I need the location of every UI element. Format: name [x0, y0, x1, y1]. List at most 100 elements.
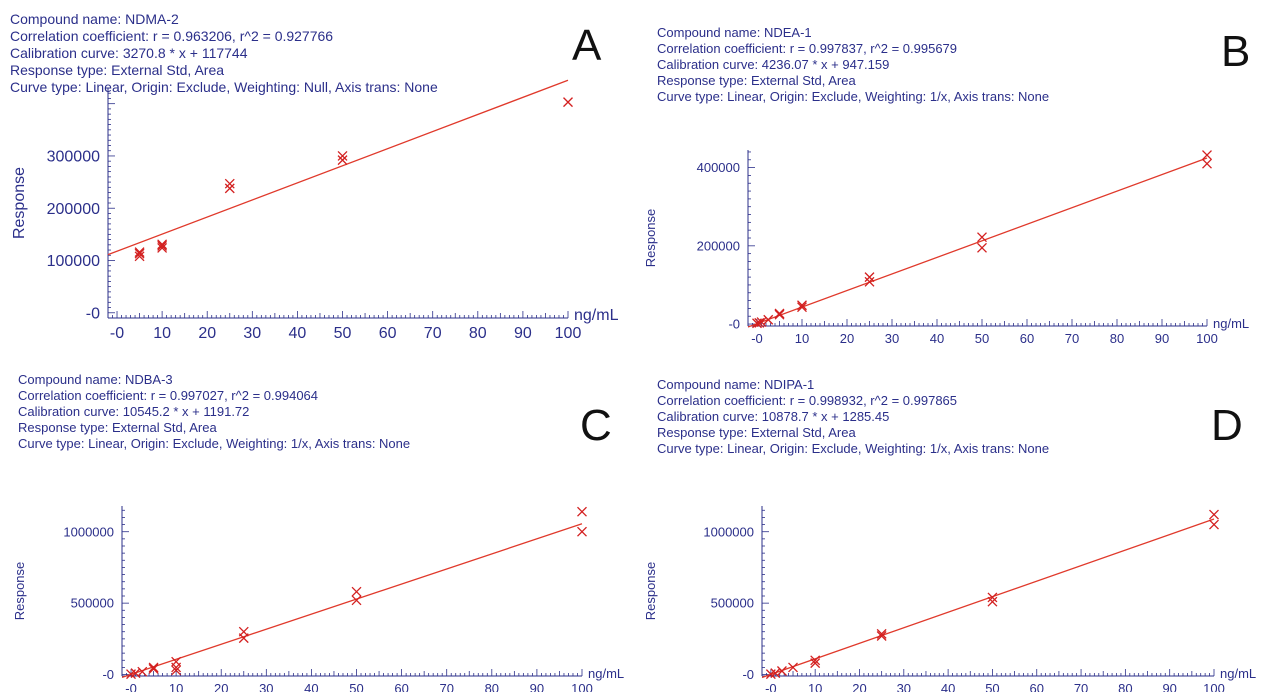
x-tick-label: 30: [885, 331, 899, 346]
calibration-curve: Calibration curve: 10545.2 * x + 1191.72: [18, 404, 250, 419]
x-tick-label: 90: [1155, 331, 1169, 346]
data-point-stroke: [788, 662, 798, 673]
data-point-stroke: [148, 663, 159, 674]
x-tick-label: 100: [1196, 331, 1218, 346]
y-tick-label: -0: [728, 317, 740, 332]
data-point-marker: [876, 631, 887, 641]
data-point-stroke: [563, 97, 573, 108]
data-point-marker: [763, 314, 774, 325]
x-axis-label: ng/mL: [1213, 316, 1249, 331]
x-tick-label: 10: [169, 681, 183, 692]
data-point-marker: [238, 626, 249, 637]
data-point-stroke: [171, 665, 182, 676]
panel-letter: B: [1221, 27, 1251, 76]
x-tick-label: 60: [1030, 681, 1044, 692]
compound-name: Compound name: NDIPA-1: [657, 377, 815, 392]
x-tick-label: 90: [1162, 681, 1176, 692]
calibration-line: [121, 523, 583, 679]
x-tick-label: 90: [514, 325, 532, 342]
x-tick-label: 40: [289, 325, 307, 342]
data-point-marker: [876, 628, 887, 639]
data-point-marker: [134, 251, 145, 262]
data-point-stroke: [774, 309, 785, 320]
x-tick-label: 40: [941, 681, 955, 692]
data-point-marker: [1209, 519, 1219, 530]
y-tick-label: 1000000: [63, 524, 114, 539]
data-point-marker: [977, 242, 987, 253]
x-tick-label: 70: [439, 681, 453, 692]
x-tick-label: 60: [1020, 331, 1034, 346]
data-point-marker: [351, 595, 362, 606]
data-point-marker: [157, 242, 168, 253]
data-point-marker: [797, 300, 807, 311]
calibration-panel-a: Compound name: NDMA-2 Correlation coeffi…: [0, 0, 631, 346]
data-point-marker: [1202, 158, 1212, 169]
data-point-stroke: [797, 300, 807, 311]
correlation-coefficient: Correlation coefficient: r = 0.997027, r…: [18, 388, 319, 403]
data-point-marker: [134, 247, 145, 258]
data-point-marker: [810, 655, 821, 666]
x-tick-label: 60: [379, 325, 397, 342]
x-tick-label: 30: [259, 681, 273, 692]
x-tick-label: 40: [930, 331, 944, 346]
calibration-curve: Calibration curve: 10878.7 * x + 1285.45: [657, 409, 890, 424]
data-point-marker: [776, 666, 787, 676]
data-point-stroke: [1202, 150, 1212, 161]
y-axis-label: Response: [643, 209, 658, 268]
data-point-marker: [788, 662, 798, 673]
data-point-marker: [148, 663, 159, 674]
compound-info: Compound name: NDIPA-1 Correlation coeff…: [657, 377, 1049, 457]
x-tick-label: 70: [1074, 681, 1088, 692]
data-point-marker: [770, 668, 781, 679]
data-point-marker: [577, 526, 587, 537]
data-point-stroke: [754, 317, 765, 328]
data-point-stroke: [810, 655, 821, 666]
response-type: Response type: External Std, Area: [10, 62, 225, 78]
y-tick-label: 500000: [71, 596, 114, 611]
data-point-marker: [171, 656, 182, 667]
data-point-stroke: [876, 628, 887, 639]
x-tick-label: 100: [1203, 681, 1225, 692]
data-point-stroke: [134, 247, 145, 258]
compound-name: Compound name: NDMA-2: [10, 11, 179, 27]
x-tick-label: 30: [243, 325, 261, 342]
x-tick-label: 40: [304, 681, 318, 692]
data-point-marker: [810, 658, 821, 669]
x-tick-label: 50: [349, 681, 363, 692]
calibration-panel-b: Compound name: NDEA-1 Correlation coeffi…: [631, 0, 1262, 346]
data-point-stroke: [797, 302, 807, 313]
curve-type: Curve type: Linear, Origin: Exclude, Wei…: [657, 441, 1050, 456]
chart-plot: -0 10 20 30 40 50 60 70 80 90 100 -0 200000 400000 ng/…: [643, 150, 1249, 346]
x-tick-label: 50: [334, 325, 352, 342]
data-point-stroke: [810, 658, 821, 669]
x-tick-label: -0: [765, 681, 777, 692]
data-point-stroke: [577, 506, 587, 517]
y-tick-label: -0: [102, 667, 114, 682]
correlation-coefficient: Correlation coefficient: r = 0.998932, r…: [657, 393, 958, 408]
data-point-stroke: [351, 586, 362, 597]
curve-type: Curve type: Linear, Origin: Exclude, Wei…: [18, 436, 411, 451]
x-tick-label: 50: [985, 681, 999, 692]
data-point-marker: [756, 317, 767, 328]
calibration-panel-c: Compound name: NDBA-3 Correlation coeffi…: [0, 346, 631, 692]
data-point-stroke: [337, 150, 348, 161]
data-point-marker: [351, 586, 362, 597]
calibration-line: [761, 518, 1215, 679]
compound-info: Compound name: NDBA-3 Correlation coeffi…: [18, 372, 410, 452]
calibration-line: [747, 157, 1208, 328]
panel-letter: C: [580, 401, 612, 450]
data-point-stroke: [774, 308, 785, 319]
data-point-stroke: [1209, 519, 1219, 530]
x-tick-label: 80: [469, 325, 487, 342]
x-tick-label: 100: [571, 681, 593, 692]
data-point-stroke: [171, 656, 182, 667]
x-tick-label: -0: [125, 681, 137, 692]
y-axis-label: Response: [643, 562, 658, 621]
data-point-marker: [1209, 509, 1219, 520]
data-point-marker: [148, 662, 159, 673]
data-point-stroke: [134, 248, 145, 259]
chart-plot: -0 10 20 30 40 50 60 70 80 90 100 -0 100000 200000 300…: [11, 79, 619, 342]
data-point-stroke: [157, 240, 168, 251]
data-point-stroke: [776, 666, 787, 676]
y-tick-label: 500000: [711, 596, 754, 611]
